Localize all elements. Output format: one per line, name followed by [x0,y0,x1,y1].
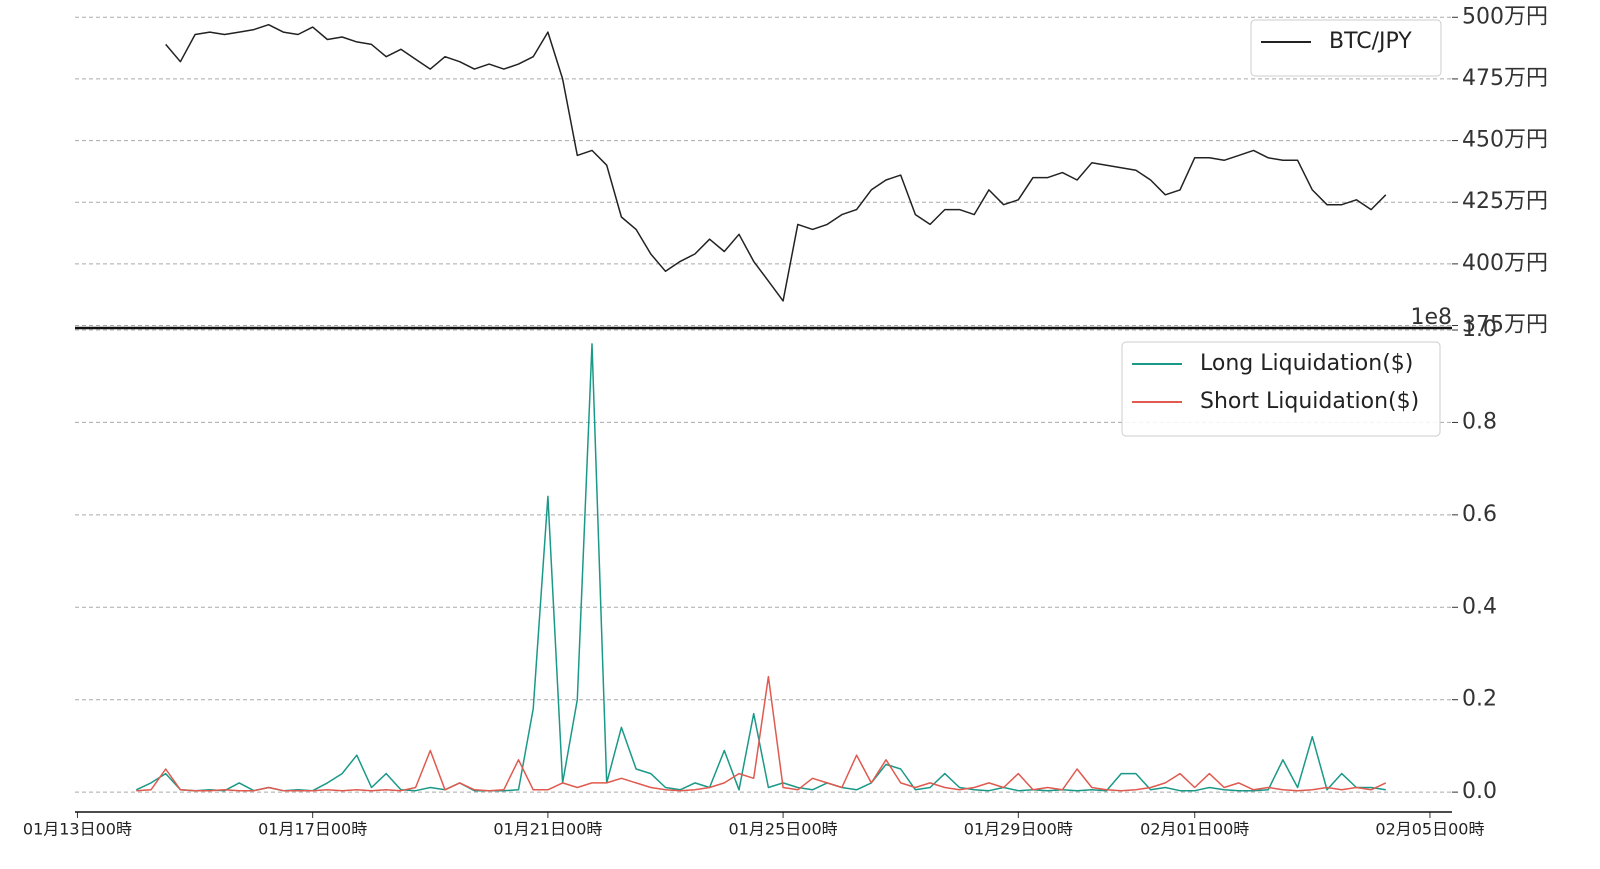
legend-label: Short Liquidation($) [1200,389,1419,414]
y-tick-label: 475万円 [1462,66,1548,91]
y-tick-label: 375万円 [1462,313,1548,338]
offset-text: 1e8 [1410,305,1452,330]
y-tick-label: 400万円 [1462,251,1548,276]
x-tick-label: 01月17日00時 [258,820,367,839]
x-tick-label: 02月01日00時 [1140,820,1249,839]
y-tick-label: 450万円 [1462,128,1548,153]
y-tick-label: 500万円 [1462,4,1548,29]
y-tick-label: 0.0 [1462,779,1497,804]
data-line [135,343,1386,792]
x-tick-label: 01月29日00時 [964,820,1073,839]
legend-label: BTC/JPY [1329,29,1412,54]
data-line [136,675,1387,792]
y-tick-label: 0.8 [1462,409,1497,434]
legend-label: Long Liquidation($) [1200,351,1413,376]
y-tick-label: 0.6 [1462,502,1497,527]
y-tick-label: 425万円 [1462,189,1548,214]
y-tick-label: 0.4 [1462,594,1497,619]
x-tick-label: 01月25日00時 [729,820,838,839]
x-tick-label: 02月05日00時 [1375,820,1484,839]
y-tick-label: 1.0 [1462,317,1497,342]
data-line [165,23,1387,302]
x-tick-label: 01月13日00時 [23,820,132,839]
legend-box [1250,19,1442,77]
x-tick-label: 01月21日00時 [493,820,602,839]
y-tick-label: 0.2 [1462,687,1497,712]
legend-box [1121,341,1441,437]
